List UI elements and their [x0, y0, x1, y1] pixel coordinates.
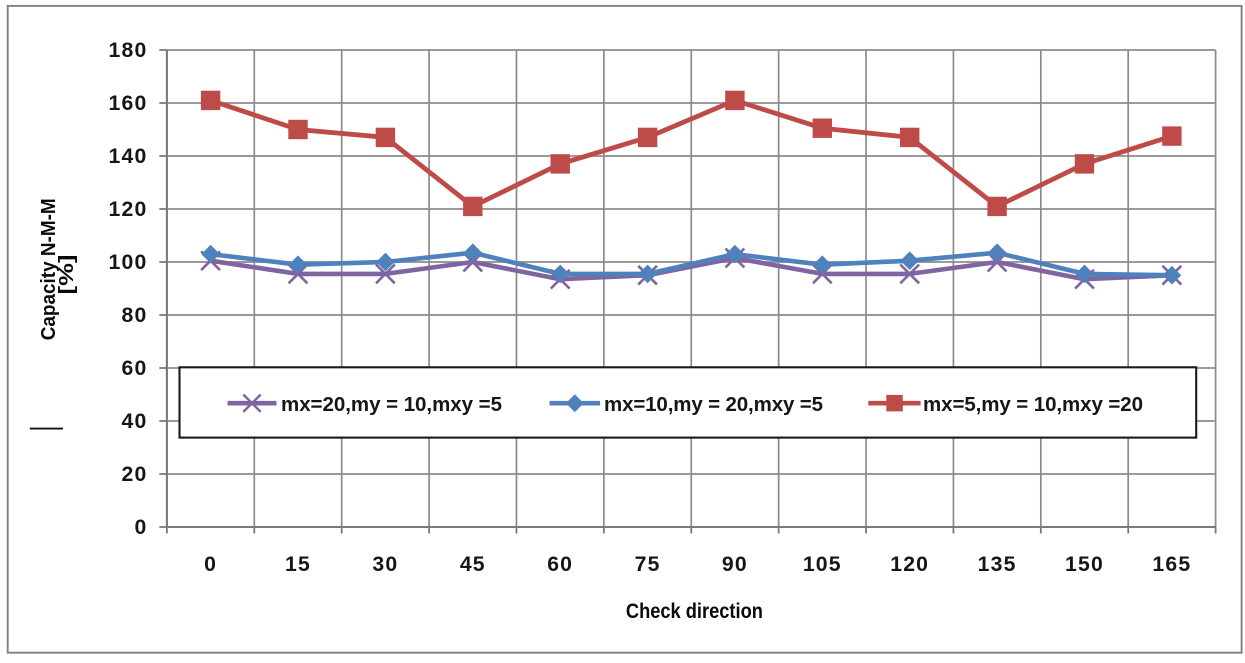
svg-text:mx=10,my = 20,mxy =5: mx=10,my = 20,mxy =5: [604, 393, 823, 416]
svg-text:Capacity N-M-M: Capacity N-M-M: [37, 198, 60, 340]
svg-text:120: 120: [890, 553, 929, 576]
svg-text:mx=5,my = 10,mxy =20: mx=5,my = 10,mxy =20: [923, 393, 1143, 416]
svg-text:75: 75: [635, 553, 661, 576]
svg-text:0: 0: [204, 553, 217, 576]
svg-text:40: 40: [122, 410, 148, 433]
svg-text:120: 120: [109, 198, 148, 221]
svg-text:15: 15: [285, 553, 311, 576]
svg-text:160: 160: [109, 92, 148, 115]
svg-text:Check direction: Check direction: [626, 599, 763, 623]
svg-text:135: 135: [978, 553, 1017, 576]
svg-text:90: 90: [722, 553, 748, 576]
svg-text:140: 140: [109, 145, 148, 168]
svg-text:105: 105: [803, 553, 842, 576]
svg-text:180: 180: [109, 39, 148, 62]
svg-text:165: 165: [1152, 553, 1191, 576]
svg-text:45: 45: [460, 553, 486, 576]
svg-text:60: 60: [122, 357, 148, 380]
svg-text:mx=20,my = 10,mxy =5: mx=20,my = 10,mxy =5: [281, 393, 502, 416]
svg-text:60: 60: [547, 553, 573, 576]
svg-text:100: 100: [109, 251, 148, 274]
svg-text:80: 80: [122, 304, 148, 327]
svg-text:20: 20: [122, 463, 148, 486]
svg-text:[%]: [%]: [55, 255, 78, 295]
svg-text:150: 150: [1065, 553, 1104, 576]
svg-text:30: 30: [372, 553, 398, 576]
svg-text:0: 0: [135, 516, 148, 539]
